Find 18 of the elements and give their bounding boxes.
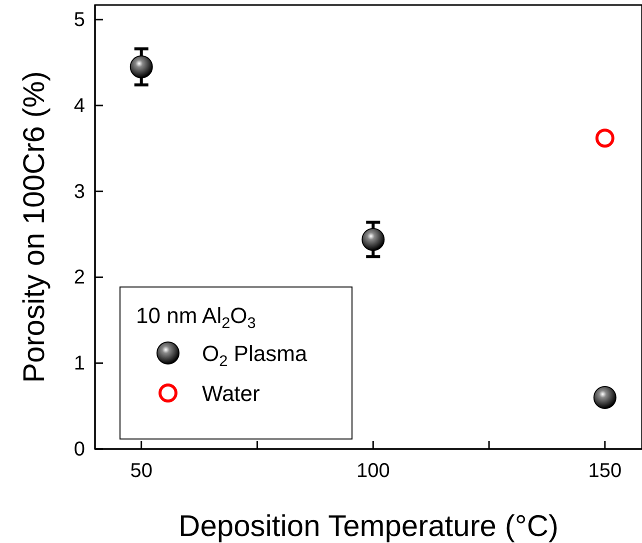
- legend-title: 10 nm Al$_{2}$O$_{3}$: [136, 303, 256, 332]
- y-tick-label: 4: [74, 94, 85, 117]
- y-tick-label: 5: [74, 9, 85, 31]
- y-tick-label: 0: [74, 438, 85, 460]
- x-axis-title: Deposition Temperature (°C): [178, 510, 558, 543]
- x-tick-label: 100: [356, 460, 390, 482]
- x-tick-label: 50: [130, 460, 152, 482]
- point: [595, 128, 614, 148]
- legend-label: O$_{2}$ Plasma: [202, 341, 308, 370]
- y-tick-label: 1: [74, 352, 85, 375]
- y-tick-label: 3: [74, 180, 85, 203]
- legend-label: Water: [202, 381, 260, 406]
- point: [593, 386, 616, 409]
- point: [362, 228, 385, 251]
- y-tick-label: 2: [74, 266, 85, 289]
- point: [130, 55, 153, 78]
- y-axis-title: Porosity on 100Cr6 (%): [18, 71, 51, 383]
- x-tick-label: 150: [588, 460, 622, 482]
